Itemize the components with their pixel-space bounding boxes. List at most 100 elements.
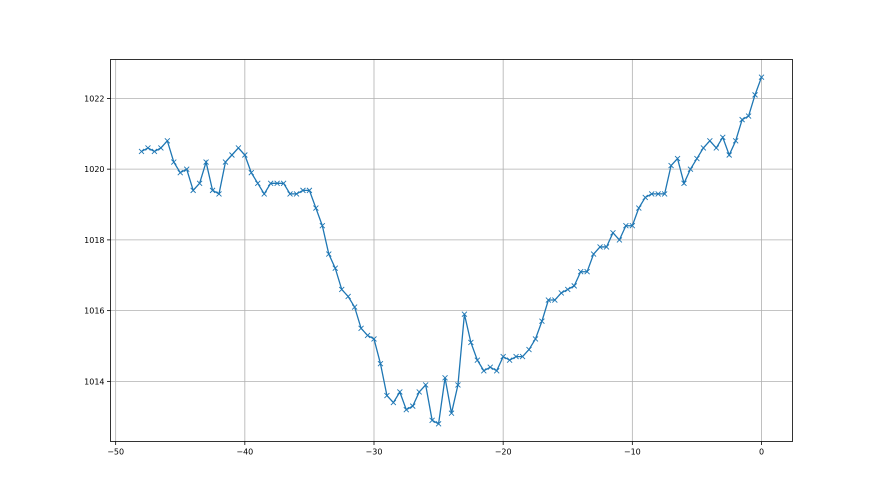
series-line [138, 74, 765, 427]
data-point-marker [571, 283, 578, 289]
data-point-marker [429, 417, 435, 424]
data-point-marker [648, 191, 655, 197]
data-point-marker [203, 159, 209, 165]
data-point-marker [487, 364, 494, 371]
data-point-marker [480, 367, 487, 374]
data-point-marker [558, 290, 565, 296]
x-tick-label: −20 [495, 448, 512, 457]
data-point-marker [597, 244, 603, 250]
data-point-marker [351, 304, 358, 310]
data-point-marker [674, 155, 681, 162]
data-point-marker [726, 152, 733, 158]
data-point-marker [196, 180, 203, 187]
data-point-marker [545, 297, 552, 303]
data-line [141, 76, 763, 425]
data-point-marker [661, 191, 668, 197]
data-point-marker [325, 251, 332, 257]
data-point-marker [564, 286, 571, 293]
data-point-marker [519, 353, 526, 360]
data-point-marker [170, 159, 177, 165]
data-point-marker [332, 265, 339, 272]
data-point-marker [713, 145, 720, 151]
data-point-marker [248, 169, 255, 176]
data-point-marker [590, 251, 597, 257]
data-point-marker [610, 229, 616, 236]
data-point-marker [345, 293, 351, 300]
data-point-marker [577, 268, 584, 275]
data-point-marker [513, 353, 519, 360]
data-point-marker [267, 180, 274, 187]
data-point-marker [229, 152, 235, 158]
data-point-marker [235, 145, 242, 151]
data-point-marker [293, 191, 300, 197]
data-point-marker [539, 318, 545, 325]
data-point-marker [707, 138, 713, 144]
data-point-marker [319, 222, 326, 229]
x-tick-label: 0 [759, 448, 764, 457]
data-point-marker [532, 336, 539, 342]
data-point-marker [474, 357, 481, 363]
y-tick-label: 1014 [84, 377, 104, 386]
data-point-marker [151, 148, 158, 155]
data-point-marker [313, 205, 319, 211]
data-point-marker [158, 145, 164, 151]
data-point-marker [145, 145, 151, 151]
data-point-marker [216, 191, 222, 197]
data-point-marker [745, 113, 752, 119]
data-point-marker [287, 191, 293, 197]
data-point-marker [635, 205, 642, 211]
data-point-marker [493, 367, 500, 374]
grid [110, 59, 793, 442]
data-point-marker [209, 187, 216, 194]
data-point-marker [306, 187, 313, 194]
data-point-marker [526, 346, 532, 353]
data-point-marker [300, 187, 306, 194]
data-point-marker [739, 116, 745, 123]
data-point-marker [468, 339, 474, 346]
data-point-marker [183, 166, 190, 172]
data-point-marker [409, 403, 416, 409]
data-point-marker [397, 389, 403, 395]
data-point-marker [732, 138, 739, 144]
data-point-marker [448, 410, 455, 417]
y-tick-label: 1016 [84, 307, 104, 316]
y-tick-label: 1020 [84, 165, 104, 174]
data-point-marker [681, 180, 687, 187]
data-point-marker [442, 375, 448, 381]
data-point-marker [694, 155, 700, 162]
data-point-marker [603, 244, 610, 250]
data-point-marker [164, 138, 171, 144]
data-point-marker [700, 145, 707, 151]
data-point-marker [719, 134, 726, 141]
data-point-marker [403, 406, 410, 413]
data-point-marker [377, 360, 384, 367]
data-point-marker [364, 332, 371, 339]
data-point-marker [500, 353, 506, 360]
y-tick-label: 1022 [84, 94, 104, 103]
data-point-marker [222, 159, 229, 165]
data-point-marker [390, 399, 397, 406]
data-point-marker [623, 222, 629, 229]
x-tick-label: −30 [366, 448, 383, 457]
data-point-marker [687, 166, 694, 172]
plot-frame [110, 59, 793, 442]
data-point-marker [455, 382, 461, 388]
ticks: −50 −40 −30 −20 −10 0 1014 1016 1018 1020 1022 [84, 94, 764, 456]
x-tick-label: −10 [624, 448, 641, 457]
data-point-marker [758, 74, 765, 81]
data-point-marker [642, 194, 649, 201]
data-point-marker [261, 191, 268, 197]
data-point-marker [435, 420, 442, 427]
data-point-marker [416, 389, 423, 395]
data-point-marker [655, 191, 661, 197]
data-point-marker [358, 325, 364, 332]
data-point-marker [552, 297, 558, 303]
data-point-marker [506, 357, 513, 363]
data-point-marker [422, 382, 429, 388]
data-point-marker [242, 152, 248, 158]
data-point-marker [338, 286, 345, 293]
data-point-marker [461, 311, 468, 317]
data-point-marker [177, 169, 184, 176]
x-tick-label: −50 [107, 448, 124, 457]
